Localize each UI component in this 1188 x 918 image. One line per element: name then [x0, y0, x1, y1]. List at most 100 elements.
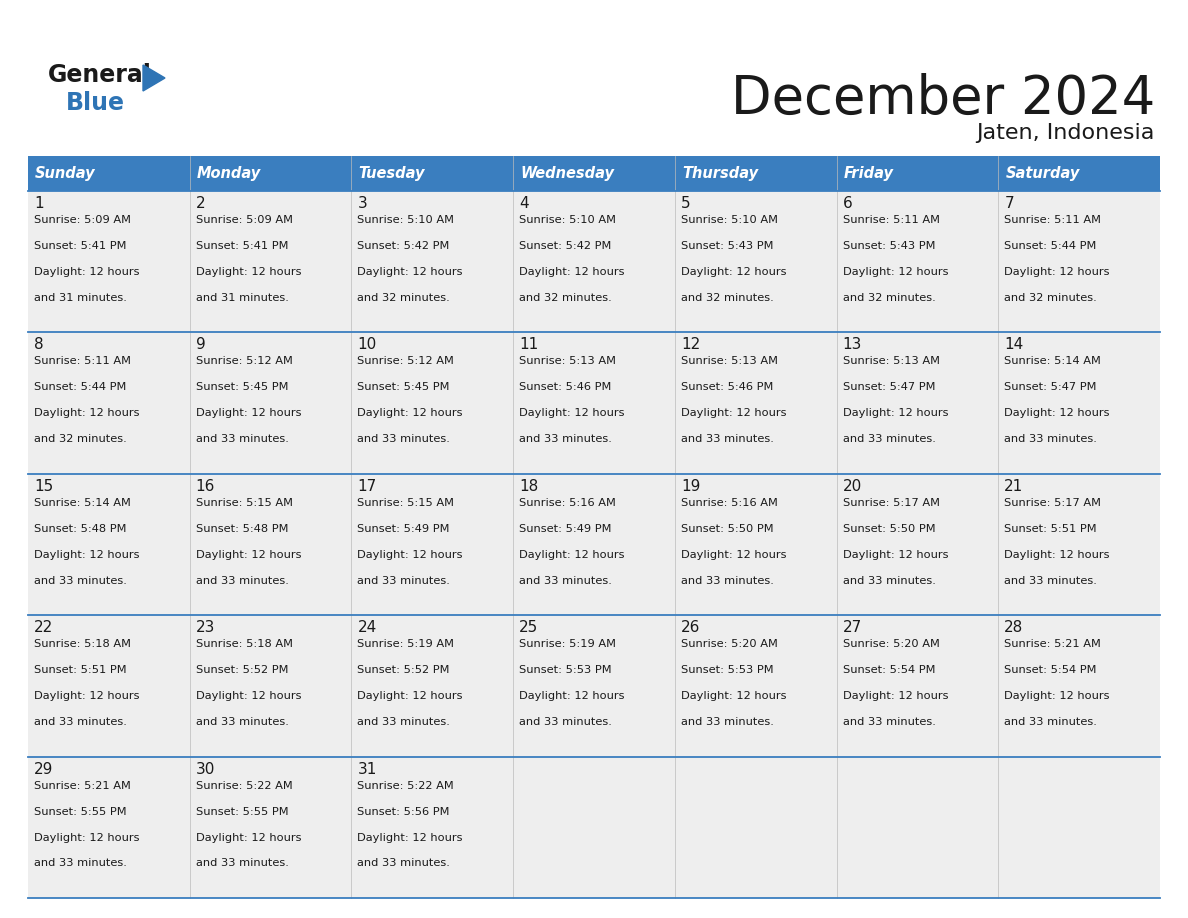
- Text: Sunset: 5:49 PM: Sunset: 5:49 PM: [358, 524, 450, 533]
- Text: and 33 minutes.: and 33 minutes.: [519, 717, 612, 727]
- Bar: [352, 474, 513, 615]
- Bar: [190, 615, 352, 756]
- Text: Sunset: 5:53 PM: Sunset: 5:53 PM: [681, 666, 773, 675]
- Text: Sunset: 5:54 PM: Sunset: 5:54 PM: [1004, 666, 1097, 675]
- Bar: [836, 474, 998, 615]
- Bar: [836, 615, 998, 756]
- Text: 3: 3: [358, 196, 367, 211]
- Text: Sunrise: 5:11 AM: Sunrise: 5:11 AM: [34, 356, 131, 366]
- Text: Daylight: 12 hours: Daylight: 12 hours: [358, 550, 463, 560]
- Text: 10: 10: [358, 338, 377, 353]
- Bar: [675, 756, 836, 898]
- Text: and 33 minutes.: and 33 minutes.: [34, 858, 127, 868]
- Text: Sunrise: 5:21 AM: Sunrise: 5:21 AM: [1004, 639, 1101, 649]
- Bar: [998, 156, 1159, 191]
- Bar: [998, 756, 1159, 898]
- Text: Sunrise: 5:15 AM: Sunrise: 5:15 AM: [358, 498, 455, 508]
- Text: and 33 minutes.: and 33 minutes.: [519, 434, 612, 444]
- Text: Sunset: 5:50 PM: Sunset: 5:50 PM: [681, 524, 773, 533]
- Text: 28: 28: [1004, 621, 1024, 635]
- Text: Daylight: 12 hours: Daylight: 12 hours: [842, 409, 948, 419]
- Text: and 33 minutes.: and 33 minutes.: [196, 576, 289, 586]
- Text: Sunrise: 5:18 AM: Sunrise: 5:18 AM: [196, 639, 292, 649]
- Bar: [998, 615, 1159, 756]
- Text: Sunset: 5:42 PM: Sunset: 5:42 PM: [519, 241, 612, 251]
- Text: and 33 minutes.: and 33 minutes.: [196, 717, 289, 727]
- Text: Sunrise: 5:13 AM: Sunrise: 5:13 AM: [842, 356, 940, 366]
- Text: and 33 minutes.: and 33 minutes.: [1004, 717, 1098, 727]
- Text: Sunrise: 5:20 AM: Sunrise: 5:20 AM: [681, 639, 778, 649]
- Text: Sunrise: 5:20 AM: Sunrise: 5:20 AM: [842, 639, 940, 649]
- Text: Sunrise: 5:19 AM: Sunrise: 5:19 AM: [358, 639, 455, 649]
- Text: Daylight: 12 hours: Daylight: 12 hours: [842, 550, 948, 560]
- Bar: [836, 756, 998, 898]
- Text: Sunset: 5:48 PM: Sunset: 5:48 PM: [196, 524, 289, 533]
- Text: 9: 9: [196, 338, 206, 353]
- Text: Daylight: 12 hours: Daylight: 12 hours: [1004, 550, 1110, 560]
- Bar: [29, 756, 190, 898]
- Text: 15: 15: [34, 479, 53, 494]
- Text: Saturday: Saturday: [1005, 166, 1080, 181]
- Text: Wednesday: Wednesday: [520, 166, 614, 181]
- Text: Sunrise: 5:13 AM: Sunrise: 5:13 AM: [681, 356, 778, 366]
- Bar: [513, 474, 675, 615]
- Text: 12: 12: [681, 338, 700, 353]
- Text: Daylight: 12 hours: Daylight: 12 hours: [681, 409, 786, 419]
- Bar: [675, 615, 836, 756]
- Bar: [352, 156, 513, 191]
- Text: Sunset: 5:41 PM: Sunset: 5:41 PM: [196, 241, 289, 251]
- Text: 13: 13: [842, 338, 862, 353]
- Text: Sunrise: 5:10 AM: Sunrise: 5:10 AM: [358, 215, 455, 225]
- Text: and 33 minutes.: and 33 minutes.: [358, 434, 450, 444]
- Text: Sunday: Sunday: [34, 166, 95, 181]
- Text: 21: 21: [1004, 479, 1024, 494]
- Text: Monday: Monday: [197, 166, 261, 181]
- Text: Sunset: 5:53 PM: Sunset: 5:53 PM: [519, 666, 612, 675]
- Text: Sunset: 5:44 PM: Sunset: 5:44 PM: [34, 383, 126, 392]
- Text: 1: 1: [34, 196, 44, 211]
- Text: Sunrise: 5:10 AM: Sunrise: 5:10 AM: [681, 215, 778, 225]
- Text: Sunrise: 5:10 AM: Sunrise: 5:10 AM: [519, 215, 617, 225]
- Text: and 33 minutes.: and 33 minutes.: [196, 434, 289, 444]
- Bar: [190, 756, 352, 898]
- Text: Sunset: 5:47 PM: Sunset: 5:47 PM: [842, 383, 935, 392]
- Text: and 33 minutes.: and 33 minutes.: [681, 434, 773, 444]
- Text: and 33 minutes.: and 33 minutes.: [842, 717, 935, 727]
- Text: Sunset: 5:54 PM: Sunset: 5:54 PM: [842, 666, 935, 675]
- Text: Daylight: 12 hours: Daylight: 12 hours: [519, 409, 625, 419]
- Text: 29: 29: [34, 762, 53, 777]
- Text: Daylight: 12 hours: Daylight: 12 hours: [1004, 691, 1110, 701]
- Text: Sunset: 5:46 PM: Sunset: 5:46 PM: [519, 383, 612, 392]
- Text: Sunset: 5:43 PM: Sunset: 5:43 PM: [681, 241, 773, 251]
- Text: Daylight: 12 hours: Daylight: 12 hours: [358, 691, 463, 701]
- Text: 2: 2: [196, 196, 206, 211]
- Bar: [190, 191, 352, 332]
- Bar: [352, 756, 513, 898]
- Text: Daylight: 12 hours: Daylight: 12 hours: [842, 691, 948, 701]
- Text: 30: 30: [196, 762, 215, 777]
- Text: Daylight: 12 hours: Daylight: 12 hours: [842, 267, 948, 277]
- Bar: [29, 615, 190, 756]
- Text: 26: 26: [681, 621, 700, 635]
- Text: and 33 minutes.: and 33 minutes.: [358, 858, 450, 868]
- Text: Sunrise: 5:17 AM: Sunrise: 5:17 AM: [1004, 498, 1101, 508]
- Text: Sunrise: 5:11 AM: Sunrise: 5:11 AM: [1004, 215, 1101, 225]
- Text: Sunrise: 5:18 AM: Sunrise: 5:18 AM: [34, 639, 131, 649]
- Text: Sunrise: 5:16 AM: Sunrise: 5:16 AM: [519, 498, 617, 508]
- Text: Sunset: 5:51 PM: Sunset: 5:51 PM: [1004, 524, 1097, 533]
- Text: and 33 minutes.: and 33 minutes.: [1004, 576, 1098, 586]
- Text: Thursday: Thursday: [682, 166, 758, 181]
- Text: Sunrise: 5:22 AM: Sunrise: 5:22 AM: [358, 780, 454, 790]
- Bar: [29, 156, 190, 191]
- Text: and 32 minutes.: and 32 minutes.: [358, 293, 450, 303]
- Text: Daylight: 12 hours: Daylight: 12 hours: [358, 409, 463, 419]
- Text: Daylight: 12 hours: Daylight: 12 hours: [1004, 267, 1110, 277]
- Bar: [675, 156, 836, 191]
- Text: Daylight: 12 hours: Daylight: 12 hours: [358, 267, 463, 277]
- Text: 25: 25: [519, 621, 538, 635]
- Bar: [513, 615, 675, 756]
- Text: 24: 24: [358, 621, 377, 635]
- Text: and 32 minutes.: and 32 minutes.: [681, 293, 773, 303]
- Text: Sunset: 5:52 PM: Sunset: 5:52 PM: [196, 666, 289, 675]
- Text: Sunset: 5:45 PM: Sunset: 5:45 PM: [196, 383, 289, 392]
